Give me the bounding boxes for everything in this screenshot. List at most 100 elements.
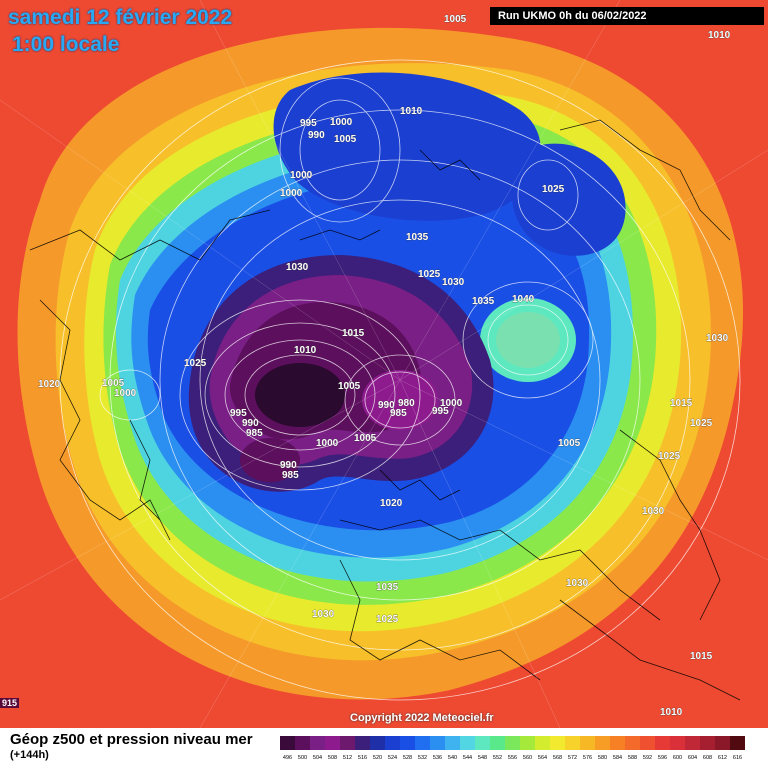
- scale-swatch: [640, 736, 655, 750]
- isobar-label: 1040: [512, 294, 535, 305]
- scale-label: 608: [702, 755, 713, 761]
- scale-swatch: [340, 736, 355, 750]
- scale-swatch: [325, 736, 340, 750]
- isobar-label: 1030: [566, 578, 589, 589]
- scale-swatch: [550, 736, 565, 750]
- scale-label: 524: [387, 755, 398, 761]
- scale-label: 584: [612, 755, 623, 761]
- scale-label: 612: [717, 755, 728, 761]
- isobar-label: 1015: [342, 328, 365, 339]
- forecast-date: samedi 12 février 2022: [8, 6, 233, 29]
- legend-footer: Géop z500 et pression niveau mer (+144h)…: [0, 728, 768, 768]
- isobar-label: 1005: [102, 378, 125, 389]
- isobar-label: 995: [230, 408, 247, 419]
- isobar-label: 1020: [38, 379, 61, 390]
- isobar-label: 1015: [690, 651, 713, 662]
- scale-label: 512: [342, 755, 353, 761]
- scale-swatch: [715, 736, 730, 750]
- scale-swatch: [445, 736, 460, 750]
- scale-swatch: [310, 736, 325, 750]
- isobar-label: 1005: [334, 134, 357, 145]
- isobar-label: 1000: [330, 117, 353, 128]
- scale-swatch: [430, 736, 445, 750]
- copyright: Copyright 2022 Meteociel.fr: [350, 712, 494, 724]
- isobar-label: 985: [282, 470, 299, 481]
- isobar-label: 1000: [316, 438, 339, 449]
- scale-label: 576: [582, 755, 593, 761]
- isobar-label: 1035: [376, 582, 399, 593]
- isobar-label: 985: [246, 428, 263, 439]
- scale-label: 556: [507, 755, 518, 761]
- forecast-time: 1:00 locale: [12, 33, 120, 56]
- scale-swatch: [625, 736, 640, 750]
- scale-label: 520: [372, 755, 383, 761]
- isobar-label: 1010: [400, 106, 423, 117]
- scale-label: 560: [522, 755, 533, 761]
- isobar-label: 990: [280, 460, 297, 471]
- scale-label: 564: [537, 755, 548, 761]
- scale-swatch: [370, 736, 385, 750]
- isobar-label: 1025: [690, 418, 713, 429]
- scale-label: 572: [567, 755, 578, 761]
- scale-swatch: [730, 736, 745, 750]
- scale-swatch: [415, 736, 430, 750]
- isobar-label: 1000: [440, 398, 463, 409]
- scale-label: 496: [282, 755, 293, 761]
- scale-label: 536: [432, 755, 443, 761]
- isobar-label: 1010: [294, 345, 317, 356]
- isobar-label: 1025: [418, 269, 441, 280]
- scale-swatch: [520, 736, 535, 750]
- scale-swatch: [505, 736, 520, 750]
- isobar-label: 1010: [708, 30, 731, 41]
- scale-label: 548: [477, 755, 488, 761]
- isobar-label: 1030: [312, 609, 335, 620]
- scale-swatch: [595, 736, 610, 750]
- isobar-label: 1035: [406, 232, 429, 243]
- isobar-label: 1005: [444, 14, 467, 25]
- scale-swatch: [670, 736, 685, 750]
- isobar-label: 1010: [660, 707, 683, 718]
- isobar-label: 1025: [376, 614, 399, 625]
- isobar-label: 1005: [354, 433, 377, 444]
- isobar-label: 1030: [706, 333, 729, 344]
- isobar-label: 990: [242, 418, 259, 429]
- scale-swatch: [610, 736, 625, 750]
- isobar-label: 1035: [472, 296, 495, 307]
- isobar-label: 1025: [658, 451, 681, 462]
- corner-isobar-label: 915: [0, 698, 20, 708]
- run-info: Run UKMO 0h du 06/02/2022: [490, 7, 764, 25]
- isobar-label: 1000: [114, 388, 137, 399]
- scale-swatch: [655, 736, 670, 750]
- isobar-label: 1025: [542, 184, 565, 195]
- isobar-label: 995: [300, 118, 317, 129]
- isobar-label: 1020: [380, 498, 403, 509]
- scale-swatch: [280, 736, 295, 750]
- scale-label: 616: [732, 755, 743, 761]
- color-scale: [280, 736, 745, 752]
- scale-swatch: [535, 736, 550, 750]
- scale-label: 600: [672, 755, 683, 761]
- isobar-label: 1000: [290, 170, 313, 181]
- isobar-label: 1015: [670, 398, 693, 409]
- scale-label: 500: [297, 755, 308, 761]
- map-title: Géop z500 et pression niveau mer: [10, 731, 253, 748]
- scale-label: 504: [312, 755, 323, 761]
- weather-map: 1005 1010 995 990 1000 1005 1010 1000 1000 1025 10…: [0, 0, 768, 728]
- isobar-label: 1030: [442, 277, 465, 288]
- isobar-label: 1030: [286, 262, 309, 273]
- scale-label: 540: [447, 755, 458, 761]
- scale-swatch: [580, 736, 595, 750]
- scale-label: 528: [402, 755, 413, 761]
- scale-swatch: [475, 736, 490, 750]
- scale-label: 588: [627, 755, 638, 761]
- scale-label: 532: [417, 755, 428, 761]
- scale-swatch: [490, 736, 505, 750]
- isobar-label: 980: [398, 398, 415, 409]
- scale-swatch: [565, 736, 580, 750]
- scale-swatch: [400, 736, 415, 750]
- isobar-label: 1005: [338, 381, 361, 392]
- isobar-label: 1005: [558, 438, 581, 449]
- isobar-label: 1025: [184, 358, 207, 369]
- graticule: [0, 0, 768, 728]
